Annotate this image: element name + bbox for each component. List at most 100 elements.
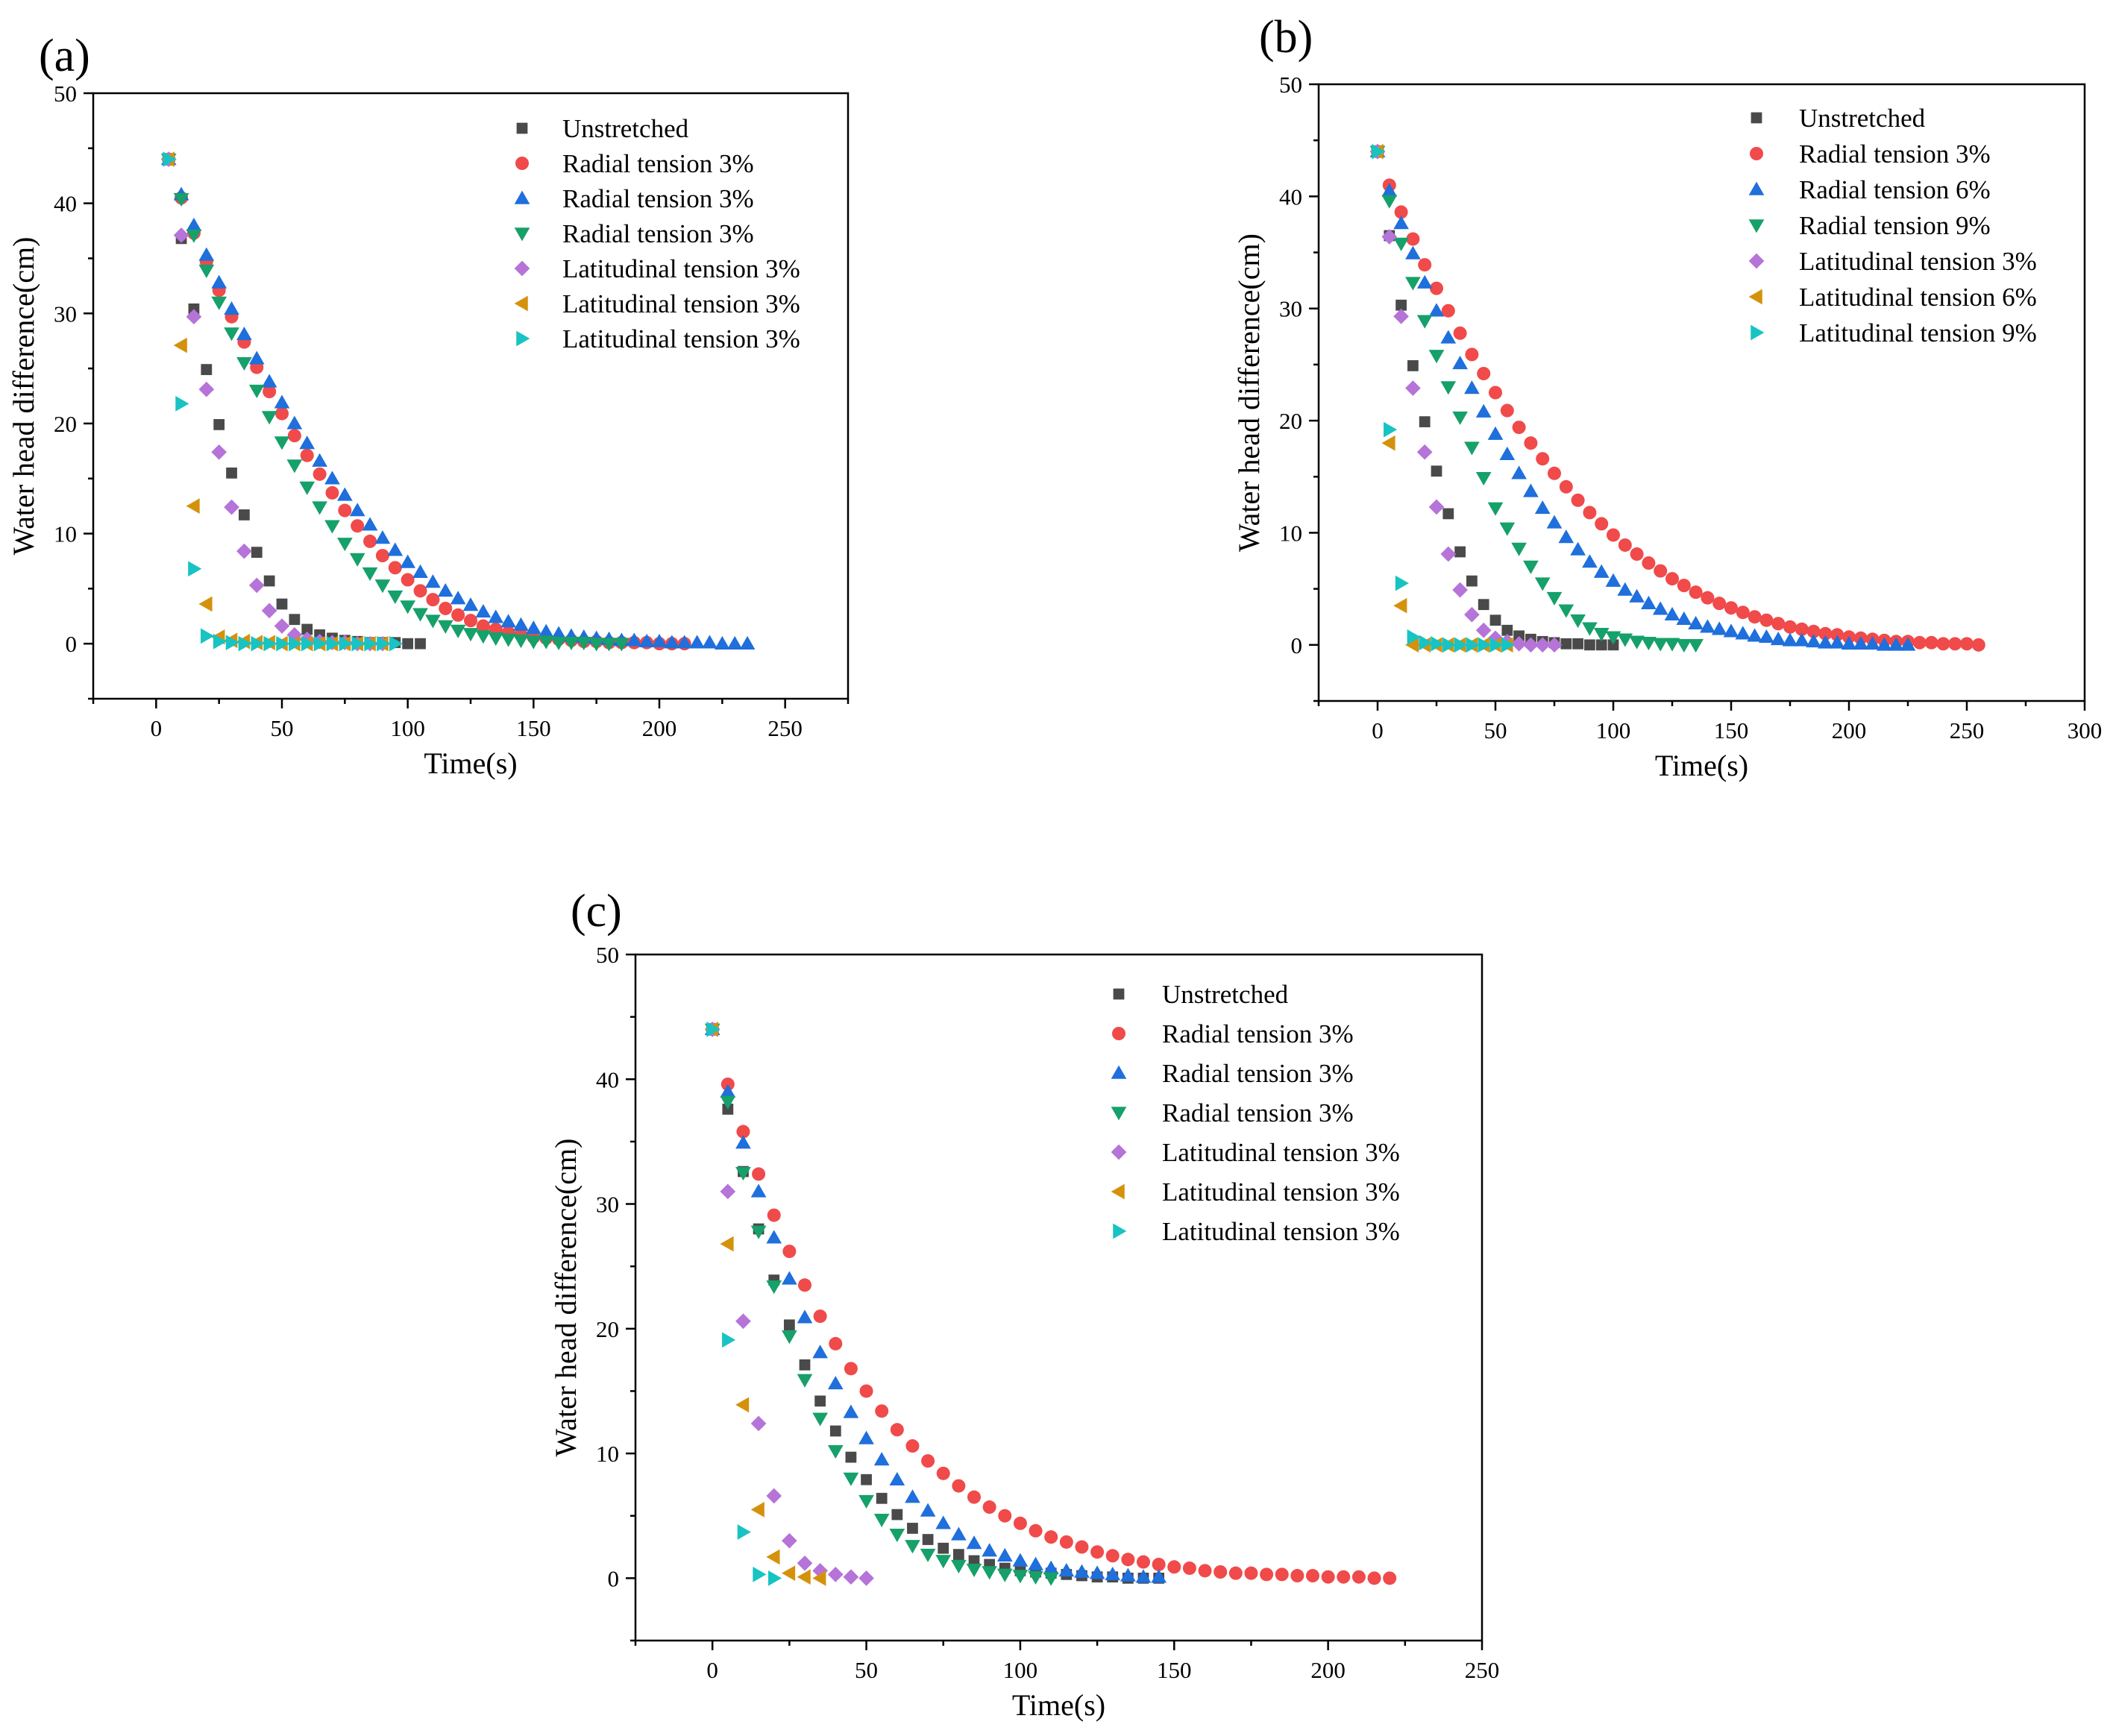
data-point: [500, 614, 516, 628]
data-point: [362, 567, 378, 582]
legend-marker-triangle-right: [1113, 1223, 1127, 1239]
data-point: [261, 374, 277, 388]
data-point: [1452, 411, 1468, 425]
data-point: [1028, 1570, 1043, 1585]
data-point: [1511, 465, 1527, 479]
data-point: [362, 517, 378, 531]
data-point: [638, 633, 655, 647]
data-point: [858, 1570, 874, 1586]
data-point: [1829, 635, 1845, 649]
data-point: [1393, 216, 1409, 230]
data-point: [1381, 195, 1398, 209]
data-point: [952, 1549, 964, 1560]
data-point: [1582, 622, 1598, 636]
series-latitudinal-tension-3-6: [706, 1022, 782, 1586]
x-tick-label: 150: [1714, 717, 1749, 743]
data-point: [1431, 635, 1445, 652]
data-point: [248, 384, 265, 398]
legend-marker-triangle-down: [1748, 219, 1765, 233]
data-point: [907, 1523, 918, 1534]
data-point: [750, 1415, 767, 1432]
data-point: [722, 1332, 736, 1348]
data-point: [799, 1359, 811, 1371]
data-point: [626, 632, 642, 647]
x-axis-label: Time(s): [1012, 1688, 1105, 1722]
series-radial-tension-3-1: [706, 1022, 1397, 1585]
data-point: [797, 1555, 813, 1571]
data-point: [1924, 635, 1938, 650]
data-point: [1043, 1572, 1059, 1586]
data-point: [488, 632, 504, 647]
data-point: [891, 1509, 903, 1520]
data-point: [1629, 635, 1645, 650]
data-point: [1120, 1567, 1136, 1582]
data-point: [1275, 1567, 1289, 1582]
data-point: [1393, 237, 1409, 251]
data-point: [750, 1502, 764, 1518]
data-point: [1629, 588, 1645, 603]
data-point: [336, 487, 353, 501]
legend-label: Latitudinal tension 3%: [1162, 1138, 1400, 1167]
data-point: [1465, 347, 1479, 362]
data-point: [300, 448, 314, 462]
data-point: [1395, 299, 1407, 311]
data-point: [388, 561, 402, 575]
series-radial-tension-3-2: [704, 1022, 1167, 1583]
y-tick-label: 0: [1291, 632, 1303, 658]
data-point: [1677, 579, 1691, 593]
data-point: [339, 635, 353, 652]
data-point: [488, 609, 504, 623]
data-point: [967, 1490, 981, 1504]
y-tick-label: 30: [596, 1192, 619, 1218]
legend-marker-triangle-right: [1751, 324, 1765, 341]
data-point: [1771, 617, 1786, 631]
data-point: [451, 608, 465, 622]
legend-marker-diamond: [514, 260, 530, 277]
data-point: [325, 485, 339, 500]
data-point: [827, 1444, 844, 1459]
data-point: [1405, 277, 1421, 291]
x-tick-label: 200: [1832, 717, 1867, 743]
data-point: [1794, 632, 1810, 647]
data-point: [1074, 1564, 1090, 1578]
data-point: [1652, 601, 1668, 615]
data-point: [1029, 1523, 1043, 1538]
data-point: [1806, 624, 1821, 638]
data-point: [951, 1526, 967, 1541]
data-point: [1523, 483, 1539, 497]
data-point: [1559, 479, 1573, 494]
data-point: [1395, 575, 1409, 591]
data-point: [845, 1451, 857, 1463]
data-point: [1406, 232, 1420, 246]
y-tick-label: 20: [596, 1316, 619, 1342]
data-point: [476, 619, 490, 633]
data-point: [1487, 426, 1504, 440]
data-point: [1582, 554, 1598, 568]
data-point: [1440, 330, 1457, 344]
data-point: [1546, 591, 1563, 606]
data-point: [735, 1313, 751, 1330]
data-point: [1747, 628, 1762, 642]
legend-marker-triangle-up: [1748, 181, 1765, 195]
data-point: [1512, 421, 1526, 435]
chart-panel-2: (c) 0 50 100 150 200 250 0 10 20 30 40 50 Time(s) Wate…: [549, 886, 1499, 1722]
plot-frame: [1317, 83, 2086, 702]
data-point: [201, 628, 215, 644]
data-point: [1499, 522, 1516, 536]
data-point: [982, 1543, 997, 1557]
data-point: [676, 635, 693, 649]
y-axis-label: Water head difference(cm): [1232, 233, 1266, 552]
data-point: [211, 274, 227, 289]
data-point: [1654, 564, 1668, 578]
data-point: [1214, 1565, 1228, 1579]
data-point: [462, 628, 479, 642]
data-point: [1454, 637, 1468, 653]
legend-label: Radial tension 3%: [562, 219, 754, 248]
data-point: [1419, 416, 1431, 427]
data-point: [475, 604, 492, 618]
data-point: [239, 509, 250, 521]
data-point: [614, 638, 629, 652]
data-point: [1012, 1553, 1029, 1567]
chart-panel-0: (a) 0 50 100 150 200 250 0 10 20 30 40 50 Time(s) Wate…: [7, 31, 850, 780]
data-point: [1701, 591, 1715, 605]
